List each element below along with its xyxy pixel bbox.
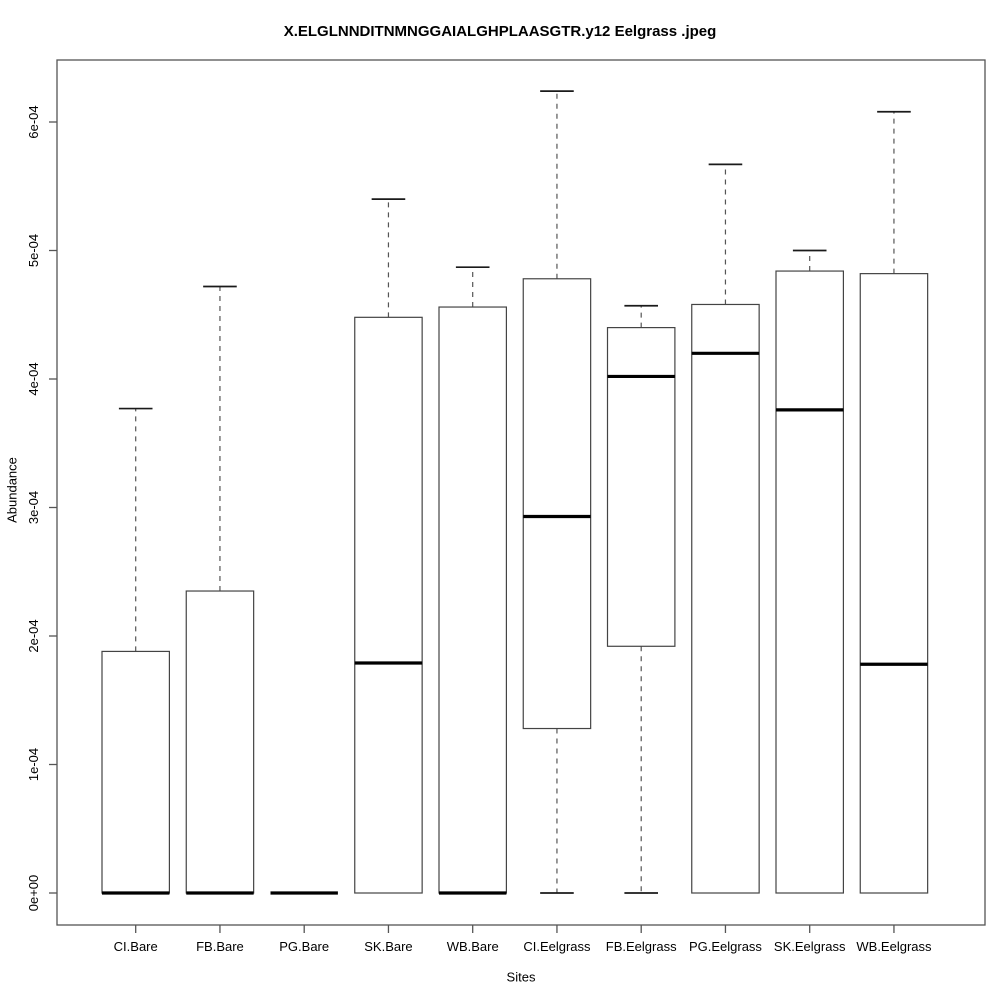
plot-frame <box>56 59 986 926</box>
y-tick-label: 2e-04 <box>26 619 41 652</box>
y-tick-label: 0e+00 <box>26 875 41 912</box>
iqr-box <box>775 270 845 894</box>
x-tick-label: FB.Eelgrass <box>606 939 677 954</box>
iqr-box <box>354 316 423 894</box>
y-tick-label: 4e-04 <box>26 362 41 395</box>
y-tick-label: 1e-04 <box>26 748 41 781</box>
iqr-box <box>691 303 760 894</box>
x-tick-label: CI.Eelgrass <box>523 939 591 954</box>
iqr-box <box>438 306 508 894</box>
x-tick-label: CI.Bare <box>114 939 158 954</box>
chart-title: X.ELGLNNDITNMNGGAIALGHPLAASGTR.y12 Eelgr… <box>283 23 717 40</box>
x-axis-title: Sites <box>506 969 536 985</box>
y-tick-label: 3e-04 <box>26 491 41 524</box>
iqr-box <box>101 650 171 894</box>
x-tick-label: WB.Eelgrass <box>856 939 932 954</box>
x-tick-label: WB.Bare <box>447 939 499 954</box>
x-tick-label: PG.Bare <box>279 939 329 954</box>
y-tick-label: 5e-04 <box>26 234 41 267</box>
iqr-box <box>606 327 676 647</box>
x-tick-label: FB.Bare <box>196 939 244 954</box>
x-tick-label: SK.Bare <box>364 939 412 954</box>
x-tick-label: SK.Eelgrass <box>774 939 846 954</box>
iqr-box <box>522 278 592 730</box>
iqr-box <box>185 590 255 894</box>
y-tick-label: 6e-04 <box>26 105 41 138</box>
x-tick-label: PG.Eelgrass <box>689 939 762 954</box>
iqr-box <box>859 273 929 894</box>
